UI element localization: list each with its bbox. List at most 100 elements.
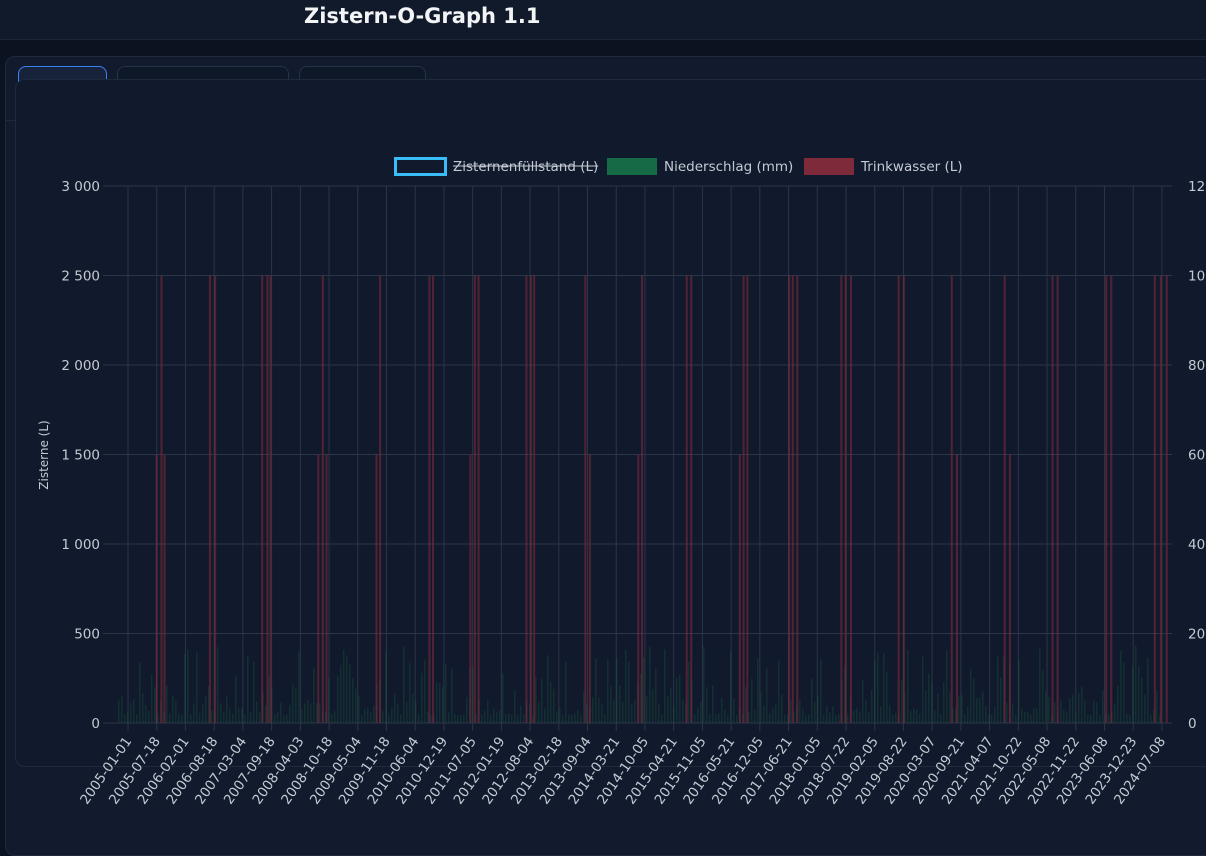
precipitation-bar: [766, 668, 768, 723]
precipitation-bar: [547, 655, 549, 723]
precipitation-bar: [232, 713, 234, 723]
precipitation-bar: [931, 682, 933, 723]
precipitation-bar: [727, 714, 729, 723]
precipitation-bar: [1054, 702, 1056, 723]
precipitation-bar: [289, 705, 291, 723]
y-left-tick-label: 2 000: [61, 358, 100, 374]
precipitation-bar: [244, 714, 246, 723]
precipitation-bar: [607, 659, 609, 723]
precipitation-bar: [184, 654, 186, 723]
precipitation-bar: [1027, 711, 1029, 723]
precipitation-bar: [490, 714, 492, 723]
precipitation-bar: [985, 706, 987, 723]
precipitation-bar: [1015, 714, 1017, 723]
precipitation-bar: [136, 714, 138, 723]
precipitation-bar: [340, 664, 342, 723]
precipitation-bar: [514, 690, 516, 723]
precipitation-bar: [343, 649, 345, 723]
precipitation-bar: [688, 661, 690, 723]
precipitation-bar: [772, 708, 774, 723]
precipitation-bar: [1138, 666, 1140, 723]
precipitation-bar: [706, 687, 708, 723]
precipitation-bar: [442, 686, 444, 723]
precipitation-bar: [418, 714, 420, 723]
top-bar: Zistern-O-Graph 1.1: [0, 0, 1206, 40]
precipitation-bar: [751, 678, 753, 723]
precipitation-bar: [451, 668, 453, 723]
precipitation-bar: [331, 714, 333, 723]
precipitation-bar: [967, 706, 969, 723]
precipitation-bar: [364, 709, 366, 723]
precipitation-bar: [409, 663, 411, 723]
legend-swatch-drinking-water[interactable]: [804, 158, 854, 175]
precipitation-bar: [1033, 707, 1035, 723]
precipitation-bar: [178, 713, 180, 723]
precipitation-bar: [613, 699, 615, 723]
drinking-water-bar: [840, 275, 843, 723]
precipitation-bar: [1147, 657, 1149, 723]
precipitation-bar: [1114, 703, 1116, 723]
precipitation-bar: [814, 702, 816, 723]
precipitation-bar: [424, 659, 426, 723]
precipitation-bar: [940, 714, 942, 723]
precipitation-bar: [346, 655, 348, 723]
precipitation-bar: [775, 704, 777, 723]
precipitation-bar: [955, 708, 957, 723]
precipitation-bar: [550, 681, 552, 723]
precipitation-bar: [277, 712, 279, 723]
precipitation-bar: [997, 656, 999, 723]
precipitation-bar: [553, 688, 555, 723]
precipitation-bar: [712, 685, 714, 723]
precipitation-bar: [811, 678, 813, 723]
precipitation-bar: [208, 685, 210, 723]
precipitation-bar: [223, 712, 225, 723]
precipitation-bar: [622, 702, 624, 723]
precipitation-bar: [892, 714, 894, 723]
chart-legend: Zisternenfüllstand (L) Niederschlag (mm)…: [394, 157, 963, 176]
legend-swatch-fill-level[interactable]: [394, 157, 447, 176]
precipitation-bar: [142, 693, 144, 723]
precipitation-bar: [1018, 661, 1020, 723]
precipitation-bar: [373, 706, 375, 723]
drinking-water-bar: [533, 275, 536, 723]
precipitation-bar: [832, 706, 834, 723]
precipitation-bar: [487, 700, 489, 723]
drinking-water-bar: [1165, 275, 1168, 723]
legend-label-drinking-water[interactable]: Trinkwasser (L): [860, 159, 963, 175]
drinking-water-bar: [321, 275, 324, 723]
precipitation-bar: [634, 699, 636, 723]
precipitation-bar: [166, 685, 168, 723]
drinking-water-bar: [261, 275, 264, 723]
precipitation-bar: [700, 701, 702, 723]
precipitation-bar: [370, 712, 372, 723]
legend-label-precipitation[interactable]: Niederschlag (mm): [664, 159, 793, 175]
precipitation-bar: [937, 693, 939, 723]
precipitation-bar: [226, 696, 228, 723]
legend-swatch-precipitation[interactable]: [607, 158, 657, 175]
precipitation-bar: [421, 672, 423, 723]
precipitation-bar: [460, 714, 462, 723]
precipitation-bar: [805, 714, 807, 723]
precipitation-bar: [667, 695, 669, 723]
precipitation-bar: [718, 712, 720, 723]
precipitation-bar: [499, 710, 501, 723]
precipitation-bar: [679, 674, 681, 723]
precipitation-bar: [949, 691, 951, 723]
precipitation-bar: [145, 705, 147, 723]
precipitation-bar: [328, 678, 330, 723]
precipitation-bar: [427, 711, 429, 723]
drinking-water-bar: [432, 275, 435, 723]
precipitation-bar: [649, 646, 651, 723]
precipitation-bar: [865, 700, 867, 723]
precipitation-bar: [631, 704, 633, 723]
precipitation-bar: [517, 714, 519, 723]
precipitation-bar: [175, 700, 177, 723]
precipitation-bar: [1060, 700, 1062, 723]
precipitation-bars: [118, 645, 1161, 723]
precipitation-bar: [1150, 714, 1152, 723]
legend-label-fill-level[interactable]: Zisternenfüllstand (L): [453, 159, 598, 175]
precipitation-bar: [1159, 714, 1161, 723]
precipitation-bar: [556, 711, 558, 723]
precipitation-bar: [1039, 648, 1041, 723]
drinking-water-bar: [902, 275, 905, 723]
